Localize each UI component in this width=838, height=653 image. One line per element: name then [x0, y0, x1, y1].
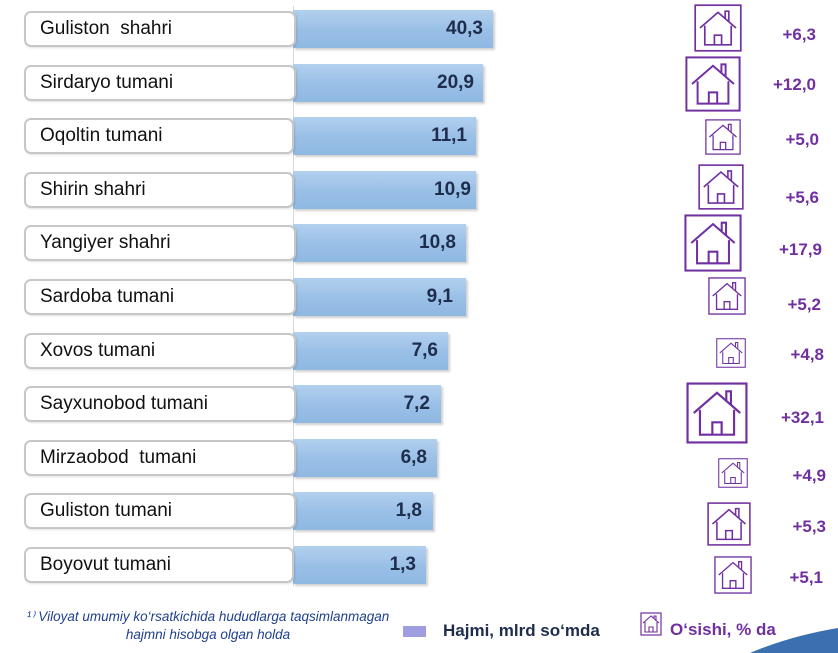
bar — [293, 546, 426, 584]
bar — [293, 117, 476, 156]
growth-value-label: +4,9 — [792, 466, 826, 485]
bar — [293, 331, 448, 370]
growth-value-label: +32,1 — [780, 408, 824, 427]
category-label: Sirdaryo tumani — [24, 64, 296, 101]
bar-value-label: 6,8 — [400, 446, 427, 468]
bar-value-label: 11,1 — [431, 125, 467, 147]
growth-value-label: +5,6 — [785, 188, 819, 207]
growth-house-icon — [714, 556, 752, 599]
growth-value-label: +4,8 — [790, 345, 824, 364]
bar-value-label: 1,3 — [389, 554, 416, 575]
category-label: Shirin shahri — [24, 171, 294, 208]
chart-row: 10,9 Shirin shahri — [0, 167, 838, 213]
bar-value-label: 1,8 — [395, 500, 422, 522]
legend-volume-swatch — [403, 626, 426, 637]
chart-row: 7,6 Xovos tumani — [0, 328, 838, 374]
chart-row: 7,2 Sayxunobod tumani — [0, 381, 838, 427]
growth-house-icon — [708, 277, 746, 320]
category-label: Sayxunobod tumani — [24, 386, 296, 423]
bar-value-label: 40,3 — [446, 18, 483, 39]
category-label: Guliston shahri — [24, 11, 296, 47]
legend-volume-label: Hajmi, mlrd so‘mda — [443, 621, 600, 640]
growth-house-icon — [694, 4, 742, 57]
bar — [293, 385, 441, 424]
growth-value-label: +5,0 — [785, 130, 819, 149]
growth-value-label: +5,1 — [789, 568, 823, 587]
bar-value-label: 10,9 — [434, 178, 471, 200]
growth-house-icon — [718, 458, 748, 493]
growth-value-label: +5,2 — [787, 295, 821, 314]
category-label: Oqoltin tumani — [24, 118, 294, 155]
chart-row: 11,1 Oqoltin tumani — [0, 113, 838, 159]
bar-value-label: 7,2 — [403, 393, 430, 415]
growth-value-label: +12,0 — [772, 75, 816, 94]
legend-house-icon — [640, 612, 662, 636]
footnote-text: ¹⁾ Viloyat umumiy ko‘rsatkichida hududla… — [26, 609, 390, 642]
chart-row: 1,8 Guliston tumani — [0, 488, 838, 534]
category-label: Boyovut tumani — [24, 547, 294, 583]
chart-row: 1,3 Boyovut tumani — [0, 542, 838, 588]
chart-row: 20,9 Sirdaryo tumani — [0, 60, 838, 106]
chart-row: 10,8 Yangiyer shahri — [0, 220, 838, 266]
footnote: ¹⁾ Viloyat umumiy ko‘rsatkichida hududla… — [24, 608, 392, 644]
corner-decoration — [750, 628, 838, 653]
bar — [293, 492, 433, 531]
bar-value-label: 7,6 — [411, 339, 438, 361]
growth-house-icon — [716, 338, 746, 373]
bar — [293, 10, 493, 48]
chart-row: 40,3 Guliston shahri — [0, 6, 838, 52]
bar — [293, 63, 483, 102]
growth-value-label: +6,3 — [782, 25, 816, 44]
category-label: Guliston tumani — [24, 493, 296, 530]
growth-house-icon — [707, 502, 751, 551]
growth-house-icon — [698, 164, 744, 215]
bar — [293, 438, 437, 477]
growth-value-label: +17,9 — [778, 240, 822, 259]
category-label: Yangiyer shahri — [24, 225, 296, 262]
growth-house-icon — [685, 56, 741, 117]
bar — [293, 224, 466, 263]
bar-value-label: 9,1 — [426, 286, 453, 307]
category-label: Sardoba tumani — [24, 279, 296, 315]
chart-row: 9,1 Sardoba tumani — [0, 274, 838, 320]
bar — [293, 278, 466, 316]
category-label: Xovos tumani — [24, 332, 296, 369]
growth-house-icon — [686, 382, 748, 449]
growth-house-icon — [705, 119, 741, 160]
growth-house-icon — [684, 214, 742, 277]
legend-growth-label: O‘sishi, % da — [670, 620, 776, 639]
bar — [293, 170, 476, 209]
bar-value-label: 20,9 — [437, 71, 474, 93]
growth-value-label: +5,3 — [792, 517, 826, 536]
category-label: Mirzaobod tumani — [24, 439, 296, 476]
bar-value-label: 10,8 — [419, 232, 456, 254]
chart-row: 6,8 Mirzaobod tumani — [0, 435, 838, 481]
